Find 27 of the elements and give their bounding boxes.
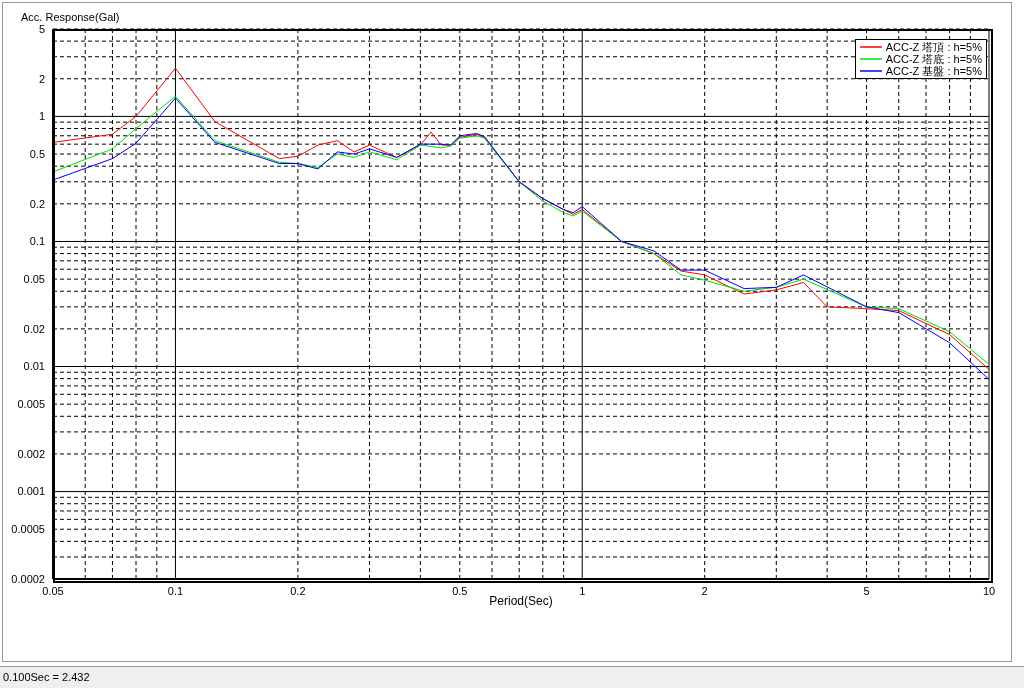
legend-label: ACC-Z 基盤 : h=5% [885,65,982,77]
x-tick-label: 2 [701,584,708,597]
x-axis-title: Period(Sec) [489,594,553,608]
y-tick-label: 0.005 [17,398,45,411]
y-tick-label: 2 [38,72,45,85]
y-tick-label: 0.002 [17,447,45,460]
x-tick-label: 1 [579,584,586,597]
y-tick-label: 0.02 [23,322,45,335]
y-tick-label: 0.2 [29,197,45,210]
y-tick-label: 0.0005 [11,523,45,536]
y-axis-title: Acc. Response(Gal) [21,11,120,23]
y-tick-label: 0.0002 [11,572,45,585]
text: 0.100Sec = 2.432 [3,671,90,683]
y-tick-label: 0.01 [23,360,45,373]
y-tick-label: 0.001 [17,485,45,498]
legend-label: ACC-Z 塔頂 : h=5% [885,41,982,53]
y-tick-label: 0.5 [29,147,45,160]
x-tick-label: 5 [863,584,870,597]
legend-label: ACC-Z 塔底 : h=5% [885,53,982,65]
y-tick-label: 1 [38,110,45,123]
x-tick-label: 10 [982,584,996,597]
y-tick-label: 5 [38,22,45,35]
y-tick-label: 0.1 [29,235,45,248]
x-tick-label: 0.1 [167,584,184,597]
x-tick-label: 0.5 [452,584,468,597]
y-tick-label: 0.05 [23,273,45,286]
x-tick-label: 0.2 [290,584,306,597]
